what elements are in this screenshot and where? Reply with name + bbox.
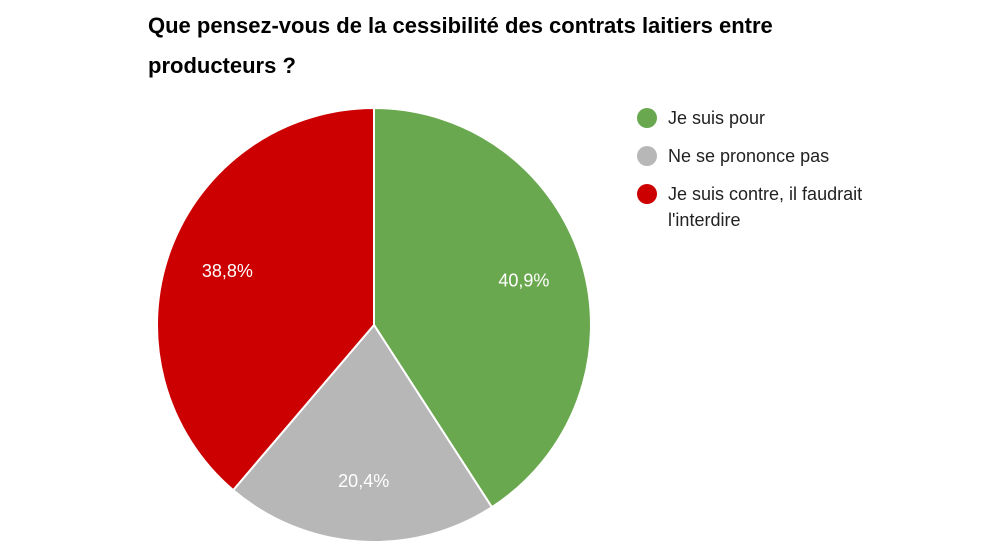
legend-item-ne-se-prononce-pas[interactable]: Ne se prononce pas [637, 143, 868, 169]
legend: Je suis pour Ne se prononce pas Je suis … [637, 105, 868, 245]
slice-data-label: 20,4% [338, 471, 389, 491]
legend-swatch-icon [637, 108, 657, 128]
chart-title: Que pensez-vous de la cessibilité des co… [148, 13, 773, 78]
legend-item-contre[interactable]: Je suis contre, il faudrait l'interdire [637, 181, 868, 233]
pie-slice[interactable] [156, 106, 375, 492]
legend-swatch-icon [637, 184, 657, 204]
legend-item-pour[interactable]: Je suis pour [637, 105, 868, 131]
legend-swatch-icon [637, 146, 657, 166]
slice-data-label: 40,9% [498, 271, 549, 291]
pie-slice[interactable] [231, 323, 494, 543]
slice-data-label: 38,8% [202, 261, 253, 281]
